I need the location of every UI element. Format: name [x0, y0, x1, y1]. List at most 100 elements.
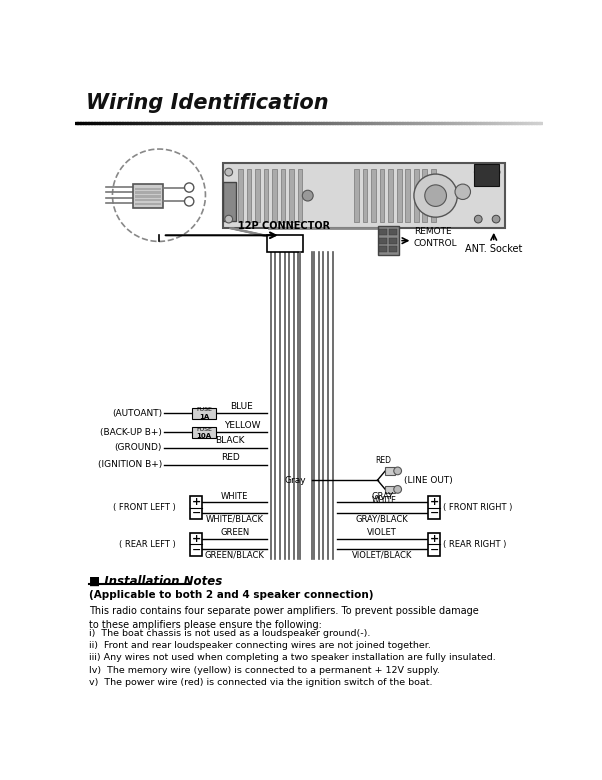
- Text: WHITE: WHITE: [371, 495, 396, 505]
- Bar: [379, 246, 387, 252]
- Bar: [272, 169, 277, 222]
- Text: (GROUND): (GROUND): [114, 443, 162, 452]
- Text: Gray: Gray: [285, 476, 306, 484]
- Bar: [405, 169, 410, 222]
- Circle shape: [425, 185, 447, 207]
- Bar: [431, 169, 436, 222]
- Text: VIOLET: VIOLET: [367, 528, 397, 537]
- Bar: [354, 169, 359, 222]
- Circle shape: [492, 168, 500, 176]
- Bar: [135, 187, 161, 190]
- Bar: [135, 191, 161, 193]
- Text: WHITE/BLACK: WHITE/BLACK: [206, 514, 264, 523]
- Bar: [134, 184, 163, 207]
- Text: +: +: [429, 534, 439, 544]
- Text: Iv)  The memory wire (yellow) is connected to a permanent + 12V supply.: Iv) The memory wire (yellow) is connecte…: [89, 665, 440, 675]
- Circle shape: [394, 485, 402, 493]
- Bar: [388, 169, 393, 222]
- Text: Wiring Identification: Wiring Identification: [86, 93, 329, 113]
- Text: +: +: [191, 498, 201, 508]
- Text: −: −: [191, 544, 201, 555]
- Bar: [191, 427, 216, 438]
- Text: GRAY: GRAY: [371, 492, 393, 501]
- Text: −: −: [429, 544, 439, 555]
- Text: (BACK-UP B+): (BACK-UP B+): [100, 428, 162, 437]
- Bar: [289, 169, 294, 222]
- Bar: [300, 252, 312, 559]
- Bar: [223, 183, 237, 221]
- Text: GREEN: GREEN: [220, 528, 249, 537]
- Text: GREEN/BLACK: GREEN/BLACK: [205, 550, 265, 559]
- Bar: [474, 165, 499, 186]
- Text: (IGNITION B+): (IGNITION B+): [98, 460, 162, 470]
- Text: (LINE OUT): (LINE OUT): [404, 476, 453, 484]
- Bar: [389, 246, 397, 252]
- Bar: [363, 169, 367, 222]
- Text: ANT. Socket: ANT. Socket: [465, 243, 523, 254]
- Circle shape: [455, 184, 471, 200]
- Bar: [297, 169, 302, 222]
- Circle shape: [185, 183, 194, 192]
- Bar: [385, 485, 394, 493]
- Bar: [379, 238, 387, 243]
- Text: YELLOW: YELLOW: [223, 421, 260, 430]
- Bar: [135, 199, 161, 201]
- Text: −: −: [429, 509, 439, 518]
- Bar: [377, 226, 399, 255]
- Text: (Applicable to both 2 and 4 speaker connection): (Applicable to both 2 and 4 speaker conn…: [89, 590, 374, 601]
- Text: WHITE: WHITE: [221, 492, 249, 501]
- Circle shape: [414, 174, 458, 217]
- Circle shape: [474, 215, 482, 223]
- Bar: [247, 169, 251, 222]
- Text: GRAY/BLACK: GRAY/BLACK: [356, 514, 409, 523]
- Text: FUSE: FUSE: [196, 427, 212, 431]
- Circle shape: [394, 467, 402, 475]
- Bar: [267, 236, 303, 252]
- Bar: [397, 169, 402, 222]
- Text: FUSE: FUSE: [196, 407, 212, 413]
- Text: ( REAR LEFT ): ( REAR LEFT ): [119, 540, 176, 548]
- Text: RED: RED: [376, 456, 392, 465]
- Text: 1A: 1A: [199, 414, 209, 420]
- Text: ( REAR RIGHT ): ( REAR RIGHT ): [444, 540, 507, 548]
- Bar: [423, 169, 427, 222]
- Text: This radio contains four separate power amplifiers. To prevent possible damage
t: This radio contains four separate power …: [89, 605, 479, 629]
- Bar: [191, 408, 216, 419]
- Text: −: −: [191, 509, 201, 518]
- Bar: [371, 169, 376, 222]
- Circle shape: [492, 215, 500, 223]
- Bar: [264, 169, 268, 222]
- Text: ( FRONT RIGHT ): ( FRONT RIGHT ): [444, 503, 513, 512]
- Text: 10A: 10A: [196, 433, 211, 439]
- Circle shape: [302, 190, 313, 201]
- Text: ( FRONT LEFT ): ( FRONT LEFT ): [113, 503, 176, 512]
- Circle shape: [474, 168, 482, 176]
- Text: +: +: [429, 498, 439, 508]
- Text: 12P CONNECTOR: 12P CONNECTOR: [238, 221, 330, 231]
- Bar: [414, 169, 418, 222]
- Text: ii)  Front and rear loudspeaker connecting wires are not joined together.: ii) Front and rear loudspeaker connectin…: [89, 641, 431, 650]
- Text: i)  The boat chassis is not used as a loudspeaker ground(-).: i) The boat chassis is not used as a lou…: [89, 629, 371, 638]
- Bar: [389, 238, 397, 243]
- Bar: [135, 195, 161, 197]
- Text: VIOLET/BLACK: VIOLET/BLACK: [352, 550, 412, 559]
- Bar: [135, 203, 161, 205]
- Text: BLACK: BLACK: [216, 437, 245, 445]
- Text: ■ Installation Notes: ■ Installation Notes: [89, 575, 223, 588]
- Text: (AUTOANT): (AUTOANT): [112, 409, 162, 417]
- Bar: [380, 169, 385, 222]
- Circle shape: [185, 197, 194, 206]
- Bar: [428, 533, 440, 555]
- Text: RED: RED: [221, 453, 240, 463]
- Bar: [379, 229, 387, 236]
- Circle shape: [225, 215, 232, 223]
- Bar: [223, 163, 505, 229]
- Circle shape: [225, 168, 232, 176]
- Text: REMOTE
CONTROL: REMOTE CONTROL: [414, 227, 458, 248]
- Bar: [255, 169, 259, 222]
- Text: +: +: [191, 534, 201, 544]
- Bar: [385, 467, 394, 475]
- Bar: [389, 229, 397, 236]
- Text: BLUE: BLUE: [231, 402, 253, 411]
- Bar: [428, 496, 440, 519]
